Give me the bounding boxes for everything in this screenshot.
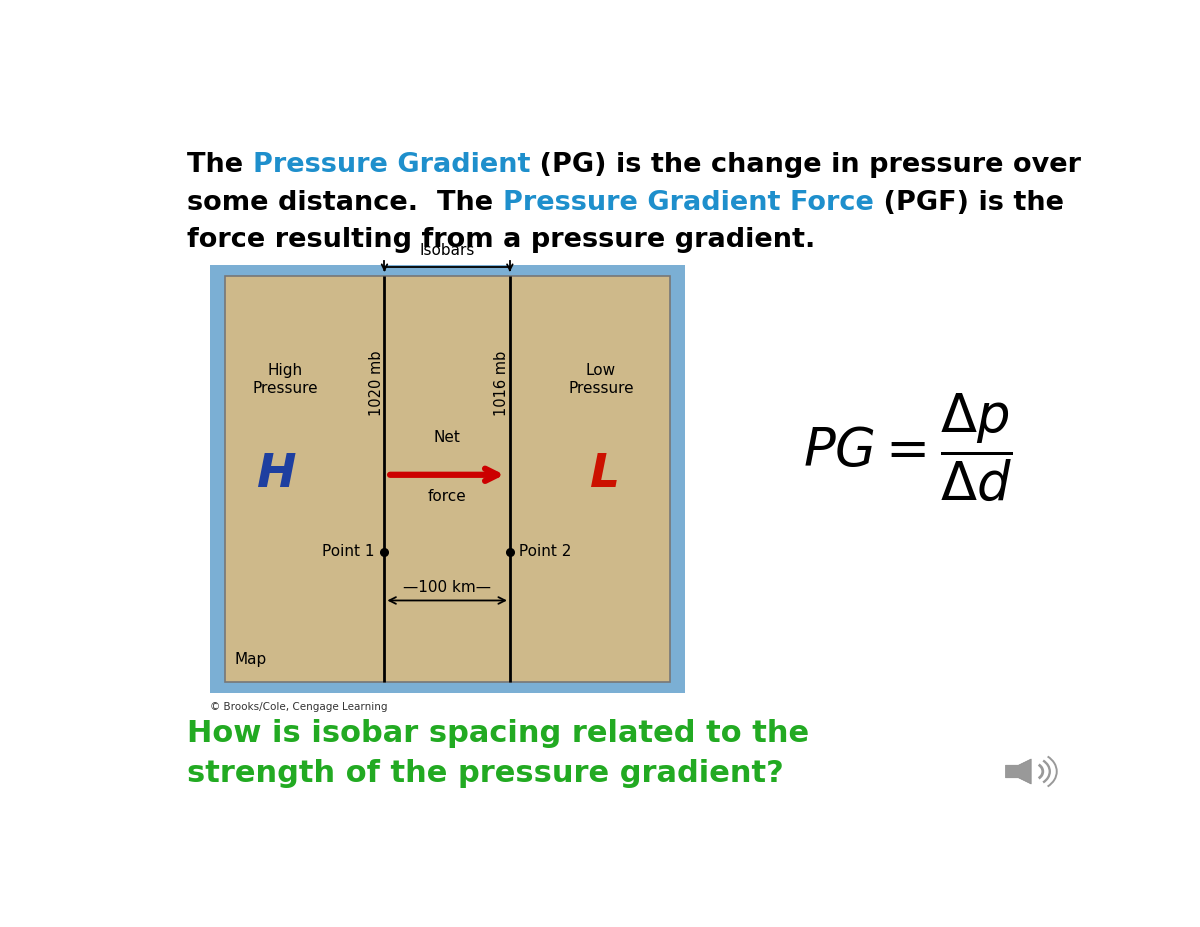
- Text: 1020 mb: 1020 mb: [370, 350, 384, 416]
- Text: (PGF) is the: (PGF) is the: [874, 190, 1063, 216]
- Text: Point 2: Point 2: [515, 544, 572, 559]
- Text: How is isobar spacing related to the: How is isobar spacing related to the: [187, 719, 809, 748]
- Text: 1016 mb: 1016 mb: [494, 351, 510, 416]
- Text: High
Pressure: High Pressure: [252, 363, 318, 396]
- Text: Isobars: Isobars: [420, 243, 475, 259]
- Text: Pressure Gradient: Pressure Gradient: [253, 152, 530, 179]
- Bar: [226, 276, 670, 681]
- Text: L: L: [590, 452, 620, 497]
- Text: (PG) is the change in pressure over: (PG) is the change in pressure over: [530, 152, 1081, 179]
- Text: some distance.  The: some distance. The: [187, 190, 503, 216]
- Bar: [210, 265, 685, 693]
- Text: $\mathit{PG} = \dfrac{\Delta \mathit{p}}{\Delta \mathit{d}}$: $\mathit{PG} = \dfrac{\Delta \mathit{p}}…: [803, 391, 1013, 502]
- Text: © Brooks/Cole, Cengage Learning: © Brooks/Cole, Cengage Learning: [210, 702, 388, 712]
- Text: H: H: [257, 452, 296, 497]
- Text: —100 km—: —100 km—: [403, 579, 491, 595]
- Text: The: The: [187, 152, 253, 179]
- Text: strength of the pressure gradient?: strength of the pressure gradient?: [187, 759, 784, 788]
- Text: Point 1: Point 1: [323, 544, 380, 559]
- Text: Map: Map: [235, 653, 266, 667]
- Text: Pressure Gradient Force: Pressure Gradient Force: [503, 190, 874, 216]
- Polygon shape: [1006, 759, 1031, 784]
- Text: force: force: [427, 489, 467, 504]
- Text: force resulting from a pressure gradient.: force resulting from a pressure gradient…: [187, 227, 816, 253]
- Text: Net: Net: [433, 430, 461, 445]
- Text: Low
Pressure: Low Pressure: [568, 363, 634, 396]
